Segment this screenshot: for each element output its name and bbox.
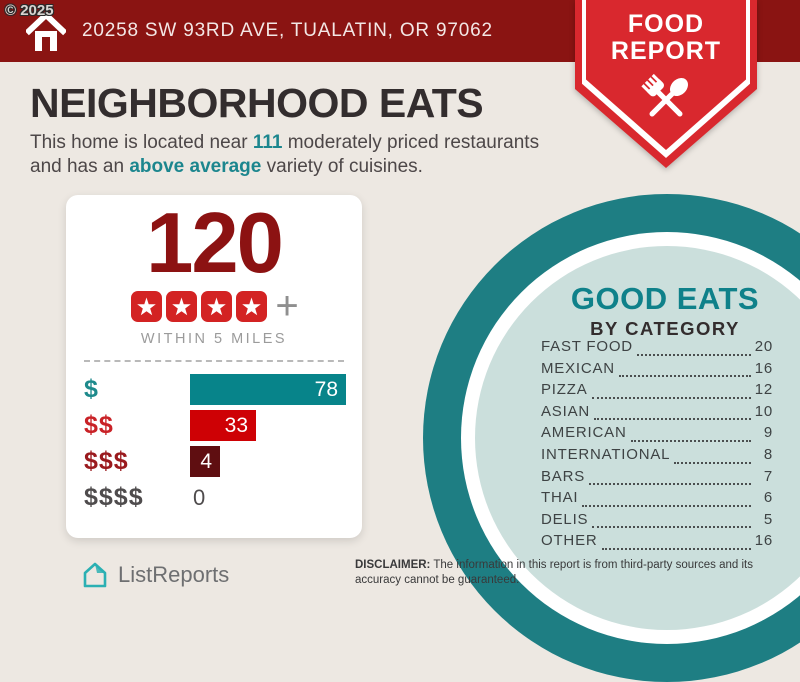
category-row: MEXICAN 16	[541, 360, 773, 382]
category-label: AMERICAN	[541, 424, 627, 442]
category-row: PIZZA 12	[541, 381, 773, 403]
category-label: MEXICAN	[541, 359, 615, 377]
price-tier-label: $	[84, 375, 99, 403]
bar-track: 78	[190, 374, 346, 405]
category-value: 12	[754, 381, 773, 399]
star-icon	[131, 290, 163, 322]
price-tier-label: $$$$	[84, 483, 144, 511]
dashed-divider	[84, 360, 344, 362]
star-icon	[201, 290, 233, 322]
dotted-leader	[630, 439, 751, 442]
page-subtitle: This home is located near 111 moderately…	[30, 131, 570, 178]
category-value: 16	[754, 359, 773, 377]
subtitle-text: moderately priced restaurants and has an	[30, 132, 540, 177]
category-row: BARS 7	[541, 468, 773, 490]
category-value: 6	[763, 489, 773, 507]
category-row: DELIS 5	[541, 511, 773, 533]
disclaimer: DISCLAIMER: The information in this repo…	[355, 558, 761, 587]
dotted-leader	[636, 353, 751, 356]
restaurant-count: 120	[146, 196, 284, 291]
star-rating: +	[66, 284, 362, 328]
category-label: OTHER	[541, 532, 598, 550]
category-row: THAI 6	[541, 489, 773, 511]
category-label: ASIAN	[541, 402, 591, 420]
bar-fill: 4	[190, 446, 220, 477]
price-bar-row: $$$ 4	[66, 446, 362, 477]
category-value: 16	[754, 532, 773, 550]
bar-track: 0	[190, 482, 346, 513]
category-list: FAST FOOD 20 MEXICAN 16 PIZZA 12 ASIAN 10 AMERIC…	[541, 338, 773, 554]
star-icon	[236, 290, 268, 322]
price-tier-label: $$	[84, 411, 114, 439]
category-value: 5	[763, 510, 773, 528]
category-row: OTHER 16	[541, 532, 773, 554]
good-eats-subtitle: BY CATEGORY	[590, 318, 740, 339]
dotted-leader	[601, 547, 751, 550]
subtitle-text: This home is located near	[30, 132, 253, 153]
crossed-spoon-fork-icon	[641, 73, 689, 117]
listreports-logo: ListReports	[80, 560, 229, 590]
category-row: FAST FOOD 20	[541, 338, 773, 360]
home-icon	[26, 10, 66, 51]
good-eats-title: GOOD EATS	[570, 281, 760, 316]
star-icon	[166, 290, 198, 322]
dotted-leader	[592, 526, 751, 529]
bar-track: 33	[190, 410, 346, 441]
category-value: 7	[763, 467, 773, 485]
price-bar-row: $78	[66, 374, 362, 405]
disclaimer-text: The information in this report is from t…	[355, 559, 753, 586]
price-tier-bar-chart: $78 $$ 33 $$$ 4 $$$$ 0	[66, 374, 362, 513]
ribbon-title: FOOD REPORT	[575, 11, 757, 65]
category-label: PIZZA	[541, 381, 588, 399]
restaurant-summary-card: 120 + WITHIN 5 MILES $78 $$ 33 $$$ 4 $$$$ 0	[66, 195, 362, 538]
bar-track: 4	[190, 446, 346, 477]
category-label: FAST FOOD	[541, 338, 633, 355]
category-value: 8	[763, 445, 773, 463]
bar-fill: 33	[190, 410, 256, 441]
category-label: THAI	[541, 489, 579, 507]
subtitle-highlight: above average	[129, 155, 262, 177]
category-value: 20	[754, 338, 773, 355]
subtitle-text: variety of cuisines.	[261, 155, 423, 177]
radius-label: WITHIN 5 MILES	[140, 331, 288, 347]
category-row: ASIAN 10	[541, 403, 773, 425]
subtitle-highlight: 111	[252, 132, 283, 153]
category-value: 9	[763, 424, 773, 442]
property-address: 20258 SW 93RD AVE, TUALATIN, OR 97062	[82, 20, 493, 41]
disclaimer-label: DISCLAIMER:	[355, 559, 431, 571]
category-row: INTERNATIONAL 8	[541, 446, 773, 468]
category-label: DELIS	[541, 510, 589, 528]
listreports-house-icon	[83, 562, 107, 588]
bar-zero-value: 0	[193, 485, 206, 510]
dotted-leader	[582, 504, 751, 507]
good-eats-circle-fill	[475, 246, 800, 630]
dotted-leader	[589, 483, 751, 486]
food-report-ribbon: FOOD REPORT	[575, 0, 757, 168]
price-bar-row: $$$$ 0	[66, 482, 362, 513]
dotted-leader	[591, 396, 751, 399]
category-row: AMERICAN 9	[541, 424, 773, 446]
dotted-leader	[618, 375, 751, 378]
price-bar-row: $$ 33	[66, 410, 362, 441]
bar-fill: 78	[190, 374, 346, 405]
listreports-wordmark: ListReports	[118, 562, 230, 587]
price-tier-label: $$$	[84, 447, 129, 475]
copyright-watermark: © 2025	[5, 2, 54, 19]
category-label: BARS	[541, 467, 586, 485]
category-label: INTERNATIONAL	[541, 445, 671, 463]
ribbon-title-line2: REPORT	[610, 37, 722, 65]
ribbon-title-line1: FOOD	[627, 10, 705, 38]
page-title: NEIGHBORHOOD EATS	[30, 80, 484, 126]
category-value: 10	[754, 402, 773, 420]
dotted-leader	[594, 418, 751, 421]
plus-sign: +	[275, 284, 299, 328]
dotted-leader	[674, 461, 751, 464]
